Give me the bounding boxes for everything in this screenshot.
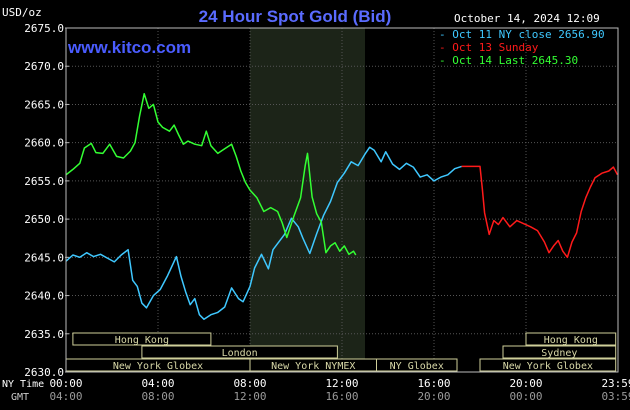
y-tick-label: 2640.0 xyxy=(24,290,64,303)
y-tick-label: 2665.0 xyxy=(24,98,64,111)
x-tick-label-ny: 04:00 xyxy=(141,377,174,390)
legend: - Oct 11 NY close 2656.90- Oct 13 Sunday… xyxy=(439,28,605,67)
session-bar xyxy=(72,332,212,346)
y-tick-label: 2675.0 xyxy=(24,22,64,35)
x-tick-label-ny: 12:00 xyxy=(325,377,358,390)
session-bar xyxy=(525,332,617,346)
session-label: Hong Kong xyxy=(544,335,598,346)
shaded-nymex-period xyxy=(250,28,365,372)
legend-entry: - Oct 14 Last 2645.30 xyxy=(439,54,578,67)
session-bar xyxy=(141,345,338,359)
y-axis: 2630.0 2635.0 2640.0 2645.0 2650.0 2655.0 2660… xyxy=(24,22,69,379)
ny-time-row-label: NY Time xyxy=(2,379,44,390)
x-tick-label-gmt: 12:00 xyxy=(233,390,266,403)
series-line xyxy=(65,92,357,256)
y-tick-label: 2655.0 xyxy=(24,175,64,188)
session-bar xyxy=(376,358,458,372)
session-bar xyxy=(479,358,617,372)
x-tick-label-ny: 00:00 xyxy=(49,377,82,390)
x-tick-label-ny: 23:59 xyxy=(601,377,630,390)
timestamp: October 14, 2024 12:09 xyxy=(454,12,600,25)
x-tick-label-gmt: 20:00 xyxy=(417,390,450,403)
session-label: New York Globex xyxy=(503,361,593,372)
gmt-row-label: GMT xyxy=(11,392,29,403)
series-lines xyxy=(65,92,619,321)
x-tick-label-gmt: 03:59 xyxy=(601,390,630,403)
x-tick-label-gmt: 08:00 xyxy=(141,390,174,403)
x-tick-label-ny: 08:00 xyxy=(233,377,266,390)
y-tick-label: 2645.0 xyxy=(24,251,64,264)
y-axis-unit-label: USD/oz xyxy=(2,6,42,19)
chart-title: 24 Hour Spot Gold (Bid) xyxy=(199,7,392,26)
session-label: London xyxy=(222,348,258,359)
series-line xyxy=(65,146,462,321)
x-tick-label-gmt: 16:00 xyxy=(325,390,358,403)
session-label: NY Globex xyxy=(390,361,444,372)
x-tick-label-ny: 16:00 xyxy=(417,377,450,390)
y-tick-label: 2630.0 xyxy=(24,366,64,379)
x-tick-label-ny: 20:00 xyxy=(509,377,542,390)
y-tick-label: 2635.0 xyxy=(24,328,64,341)
legend-entry: - Oct 11 NY close 2656.90 xyxy=(439,28,605,41)
y-tick-label: 2650.0 xyxy=(24,213,64,226)
legend-entry: - Oct 13 Sunday xyxy=(439,41,539,54)
y-tick-label: 2660.0 xyxy=(24,137,64,150)
session-bar xyxy=(502,345,617,359)
x-tick-label-gmt: 04:00 xyxy=(49,390,82,403)
session-bars: Hong Kong Hong Kong London Sydney New York G… xyxy=(65,332,617,372)
y-tick-label: 2670.0 xyxy=(24,60,64,73)
plot-border xyxy=(65,27,619,373)
x-tick-label-gmt: 00:00 xyxy=(509,390,542,403)
session-label: Hong Kong xyxy=(115,335,169,346)
session-label: New York NYMEX xyxy=(271,361,355,372)
watermark: www.kitco.com xyxy=(67,38,191,57)
series-line xyxy=(461,165,619,259)
x-axis: 00:0004:0004:0008:0008:0012:0012:0016:00… xyxy=(49,377,630,403)
session-label: New York Globex xyxy=(113,361,203,372)
session-label: Sydney xyxy=(541,348,577,359)
